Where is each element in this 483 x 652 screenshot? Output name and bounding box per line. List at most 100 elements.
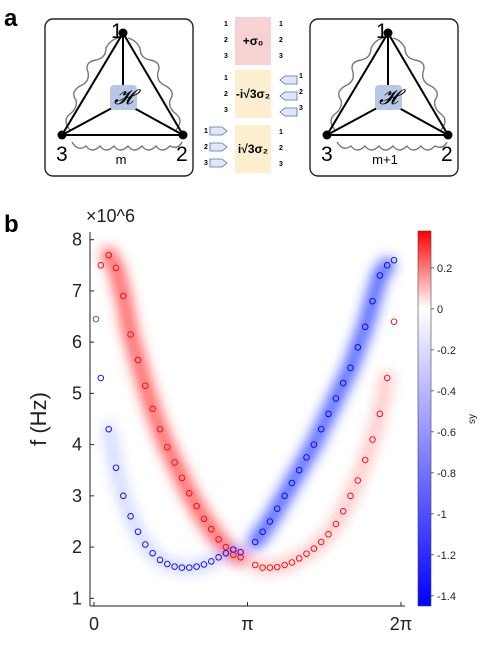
data-point — [390, 318, 398, 325]
coupling-operators: +σ₀ -i√3σ₂ i√3σ₂ 1 2 3 1 2 3 1 2 3 1 2 3… — [204, 17, 303, 173]
data-point — [178, 564, 186, 571]
right-node-3 — [322, 130, 332, 140]
operator-sigma0-box — [235, 17, 271, 65]
op2-arrow-1 — [279, 75, 298, 85]
data-point — [149, 405, 156, 413]
colorbar-tick-label: 0.2 — [437, 263, 452, 275]
data-point — [332, 395, 340, 402]
op1-port-left-1: 1 — [224, 21, 228, 28]
data-point — [354, 344, 362, 351]
data-point — [273, 563, 281, 571]
colorbar-tick-label: 0 — [437, 304, 443, 316]
data-point — [259, 564, 266, 571]
data-point — [237, 548, 244, 556]
data-point — [376, 272, 384, 279]
data-point — [288, 479, 296, 487]
x-tick-label: 0 — [89, 614, 99, 634]
left-node-1 — [118, 28, 128, 38]
op2-port-right-3: 3 — [299, 105, 303, 112]
data-point — [383, 262, 391, 269]
op3-port-right-3: 3 — [279, 161, 283, 168]
data-point — [97, 374, 105, 382]
op2-port-left-3: 3 — [224, 107, 228, 114]
data-point — [112, 464, 120, 471]
data-point — [339, 379, 347, 387]
data-point — [325, 410, 332, 418]
left-node-1-label: 1 — [111, 20, 123, 43]
colorbar-gradient — [417, 230, 432, 607]
operator-plus-sigma2-box — [235, 125, 271, 173]
data-point — [112, 264, 120, 272]
op2-port-left-1: 1 — [224, 75, 228, 82]
y-tick-label: 8 — [72, 230, 82, 250]
data-point — [230, 551, 237, 559]
data-point — [134, 356, 142, 364]
heatmap-band-positive-right — [248, 371, 395, 575]
data-point — [310, 441, 318, 448]
colorbar-tick-label: -1.2 — [437, 550, 456, 562]
left-node-2-label: 2 — [176, 143, 188, 166]
data-point — [200, 561, 208, 568]
op2-port-left-2: 2 — [224, 91, 228, 98]
y-ticks: 1 2 3 4 5 6 7 8 — [72, 230, 94, 608]
data-point — [127, 331, 134, 338]
left-node-3 — [57, 130, 67, 140]
data-point — [164, 560, 171, 568]
data-point — [369, 297, 376, 305]
data-point — [178, 474, 186, 482]
data-point — [317, 538, 325, 546]
y-tick-label: 4 — [72, 435, 82, 455]
op2-port-right-2: 2 — [299, 89, 303, 96]
op3-port-left-3: 3 — [204, 160, 208, 167]
data-point — [208, 558, 215, 565]
data-point — [361, 456, 369, 464]
data-point — [259, 528, 266, 535]
operator-minus-sigma2-box — [235, 70, 271, 118]
left-coil-3-2 — [71, 141, 183, 151]
y-exponent-label: ×10^6 — [86, 206, 135, 226]
data-point — [215, 554, 222, 561]
y-axis-label: f (Hz) — [26, 392, 51, 446]
left-cell-index: m — [116, 152, 127, 167]
right-edge-2-center — [398, 107, 449, 136]
right-coil-1-3 — [330, 37, 384, 131]
heatmap-band-negative-right — [247, 257, 396, 550]
left-edge-3-center — [61, 107, 113, 136]
heatmap-band-negative-left — [101, 422, 248, 575]
left-edge-1-3 — [61, 32, 124, 136]
x-tick-label: 2π — [390, 614, 412, 634]
left-hamiltonian-box — [110, 85, 137, 110]
y-tick-label: 6 — [72, 332, 82, 352]
right-node-3-label: 3 — [321, 143, 333, 166]
data-point — [171, 563, 178, 570]
right-cell-index: m+1 — [372, 152, 398, 167]
data-point — [142, 382, 149, 389]
data-point — [281, 492, 288, 500]
data-point — [339, 507, 347, 515]
data-point — [281, 561, 288, 569]
op2-arrow-2 — [279, 91, 298, 101]
data-point — [222, 549, 230, 557]
data-point — [120, 292, 127, 300]
data-point — [149, 549, 156, 557]
data-point — [317, 425, 325, 433]
colorbar-tick-label: -0.6 — [437, 427, 456, 439]
op3-port-left-2: 2 — [204, 144, 208, 151]
data-point — [156, 556, 164, 564]
left-edge-1-2 — [122, 32, 184, 136]
op3-arrow-3 — [209, 158, 228, 168]
data-point — [295, 466, 303, 474]
data-point — [347, 364, 354, 372]
y-tick-label: 5 — [72, 383, 82, 403]
data-point — [105, 251, 112, 259]
op3-port-left-1: 1 — [204, 128, 208, 135]
op2-arrow-3 — [279, 107, 298, 117]
data-point — [325, 531, 332, 538]
data-point — [251, 538, 259, 546]
left-node-3-label: 3 — [56, 143, 68, 166]
right-edge-1-2 — [387, 32, 449, 136]
colorbar-tick-label: -0.2 — [437, 345, 456, 357]
panel-a-letter: a — [4, 5, 18, 32]
right-hamiltonian-box — [375, 85, 402, 110]
